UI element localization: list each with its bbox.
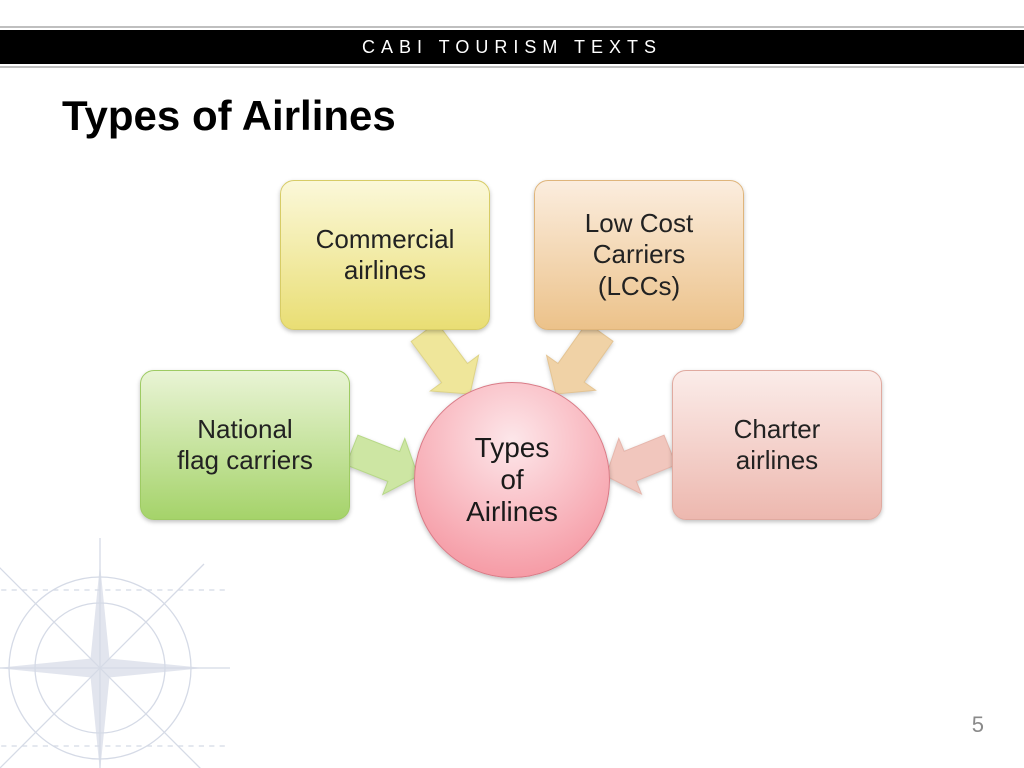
page-number: 5 bbox=[972, 712, 984, 738]
node-lcc: Low Cost Carriers (LCCs) bbox=[534, 180, 744, 330]
node-charter-label: Charter airlines bbox=[734, 414, 821, 476]
hub-circle: Types of Airlines bbox=[414, 382, 610, 578]
node-lcc-label: Low Cost Carriers (LCCs) bbox=[585, 208, 693, 302]
hub-label: Types of Airlines bbox=[466, 432, 558, 529]
node-national-label: National flag carriers bbox=[177, 414, 313, 476]
node-commercial: Commercial airlines bbox=[280, 180, 490, 330]
node-charter: Charter airlines bbox=[672, 370, 882, 520]
arrow-charter bbox=[606, 435, 676, 494]
compass-watermark bbox=[0, 538, 230, 768]
node-national: National flag carriers bbox=[140, 370, 350, 520]
node-commercial-label: Commercial airlines bbox=[316, 224, 455, 286]
arrow-commercial bbox=[411, 323, 478, 395]
slide: CABI TOURISM TEXTS Types of Airlines Typ… bbox=[0, 0, 1024, 768]
arrow-lcc bbox=[547, 323, 613, 394]
arrow-national bbox=[346, 435, 418, 494]
